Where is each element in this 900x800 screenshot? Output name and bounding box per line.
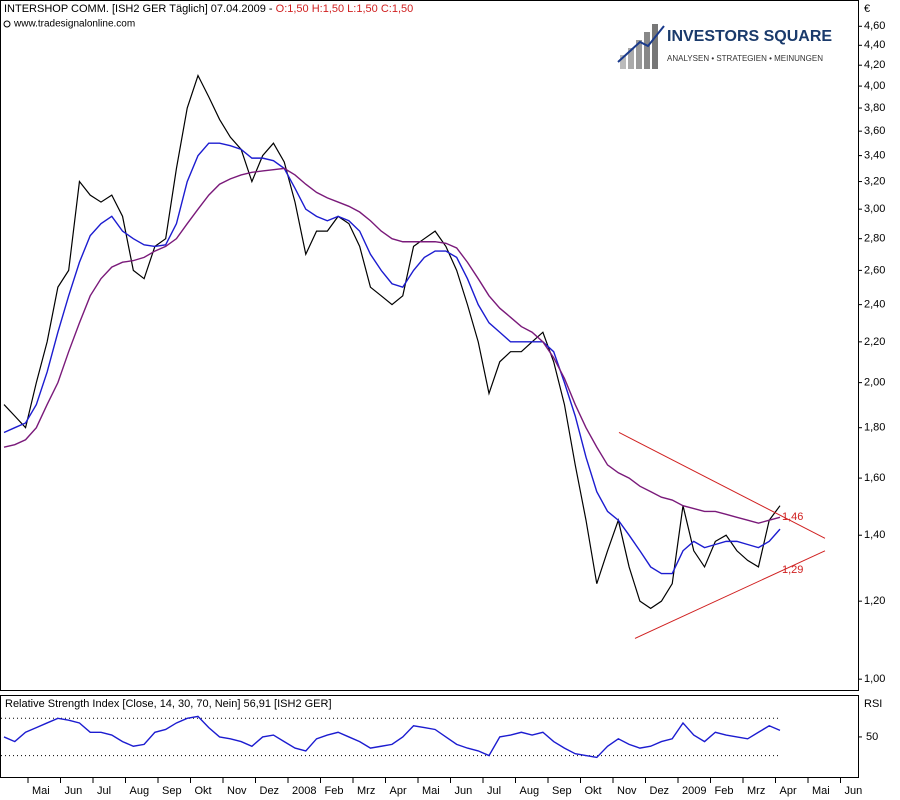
y-tick-label: 2,40 bbox=[864, 299, 885, 311]
logo: INVESTORS SQUARE ANALYSEN • STRATEGIEN •… bbox=[617, 24, 832, 69]
x-tick-label: Mrz bbox=[747, 785, 765, 797]
copyright-icon bbox=[3, 20, 11, 28]
trendline bbox=[634, 550, 826, 639]
x-tick-label: Mai bbox=[812, 785, 830, 797]
x-tick-label: Okt bbox=[585, 785, 602, 797]
y-tick-label: 2,80 bbox=[864, 233, 885, 245]
x-tick-label: Jun bbox=[65, 785, 83, 797]
x-tick-label: Aug bbox=[520, 785, 540, 797]
rsi-label: RSI bbox=[864, 698, 882, 710]
ohlc: O:1,50 H:1,50 L:1,50 C:1,50 bbox=[276, 3, 414, 15]
y-tick-label: 3,60 bbox=[864, 125, 885, 137]
x-tick-label: Jun bbox=[845, 785, 863, 797]
y-tick-label: 3,00 bbox=[864, 203, 885, 215]
y-tick-label: 3,20 bbox=[864, 175, 885, 187]
x-tick-label: Feb bbox=[325, 785, 344, 797]
series-line bbox=[3, 142, 781, 575]
y-tick-label: 1,00 bbox=[864, 673, 885, 685]
y-tick-label: 1,40 bbox=[864, 529, 885, 541]
series-line bbox=[3, 167, 781, 524]
series-line bbox=[3, 73, 781, 610]
logo-tagline: ANALYSEN • STRATEGIEN • MEINUNGEN bbox=[667, 54, 823, 63]
x-tick-label: Sep bbox=[162, 785, 182, 797]
x-tick-label: Dez bbox=[650, 785, 670, 797]
y-tick-label: 1,20 bbox=[864, 595, 885, 607]
source: www.tradesignalonline.com bbox=[13, 19, 135, 30]
y-tick-label: 4,40 bbox=[864, 39, 885, 51]
title: INTERSHOP COMM. [ISH2 GER Täglich] 07.04… bbox=[4, 3, 276, 15]
x-tick-label: Nov bbox=[227, 785, 247, 797]
y-tick-label: 3,80 bbox=[864, 102, 885, 114]
chart-title: INTERSHOP COMM. [ISH2 GER Täglich] 07.04… bbox=[4, 3, 413, 15]
x-tick-label: Mai bbox=[422, 785, 440, 797]
x-tick-label: Apr bbox=[780, 785, 797, 797]
rsi-title: Relative Strength Index [Close, 14, 30, … bbox=[5, 698, 332, 710]
x-tick-label: 2008 bbox=[292, 785, 316, 797]
y-tick-label: 1,80 bbox=[864, 422, 885, 434]
y-tick-label: 3,40 bbox=[864, 150, 885, 162]
y-tick-label: 4,20 bbox=[864, 59, 885, 71]
trendline bbox=[618, 432, 826, 539]
y-tick-label: 4,00 bbox=[864, 80, 885, 92]
x-tick-label: 2009 bbox=[682, 785, 706, 797]
y-tick-label: 2,00 bbox=[864, 377, 885, 389]
y-tick-label: 2,60 bbox=[864, 264, 885, 276]
x-tick-label: Okt bbox=[195, 785, 212, 797]
x-tick-label: Mrz bbox=[357, 785, 375, 797]
y-tick-label: 2,20 bbox=[864, 336, 885, 348]
x-tick-label: Jul bbox=[487, 785, 501, 797]
series-line bbox=[3, 715, 781, 759]
x-tick-label: Feb bbox=[715, 785, 734, 797]
currency: € bbox=[864, 3, 870, 15]
price-pane bbox=[0, 0, 859, 691]
x-tick-label: Sep bbox=[552, 785, 572, 797]
x-tick-label: Mai bbox=[32, 785, 50, 797]
x-tick-label: Jul bbox=[97, 785, 111, 797]
y-tick-label: 1,60 bbox=[864, 472, 885, 484]
annotation: 1,46 bbox=[782, 511, 803, 523]
logo-name: INVESTORS SQUARE bbox=[667, 28, 832, 45]
x-tick-label: Aug bbox=[130, 785, 150, 797]
x-tick-label: Dez bbox=[260, 785, 280, 797]
annotation: 1,29 bbox=[782, 564, 803, 576]
y-tick-label: 4,60 bbox=[864, 20, 885, 32]
x-tick-label: Nov bbox=[617, 785, 637, 797]
x-tick-label: Jun bbox=[455, 785, 473, 797]
y-tick-label: 50 bbox=[866, 731, 878, 743]
x-tick-label: Apr bbox=[390, 785, 407, 797]
